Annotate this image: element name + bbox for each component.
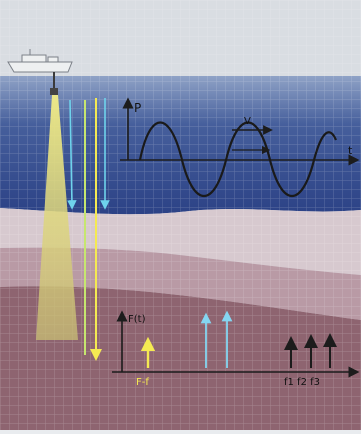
spectrum-right-label: f1 f2 f3 [284, 377, 320, 388]
spectrum-axis-y-label: F(t) [128, 314, 146, 325]
wave-velocity-label: V [244, 116, 251, 127]
spectrum-graph: F(t) F-f f1 f2 f3 [112, 310, 360, 388]
wave-curve [138, 121, 338, 197]
ship-icon [7, 49, 73, 73]
sonar-beam [36, 95, 78, 340]
wave-graph: P t V [120, 97, 360, 197]
ray-blue-down-1 [67, 99, 77, 210]
spectrum-left-label: F-f [136, 377, 149, 388]
wave-axis-x-label: t [348, 144, 353, 157]
transducer-icon [50, 72, 58, 95]
wave-axis-y-label: P [134, 101, 141, 115]
